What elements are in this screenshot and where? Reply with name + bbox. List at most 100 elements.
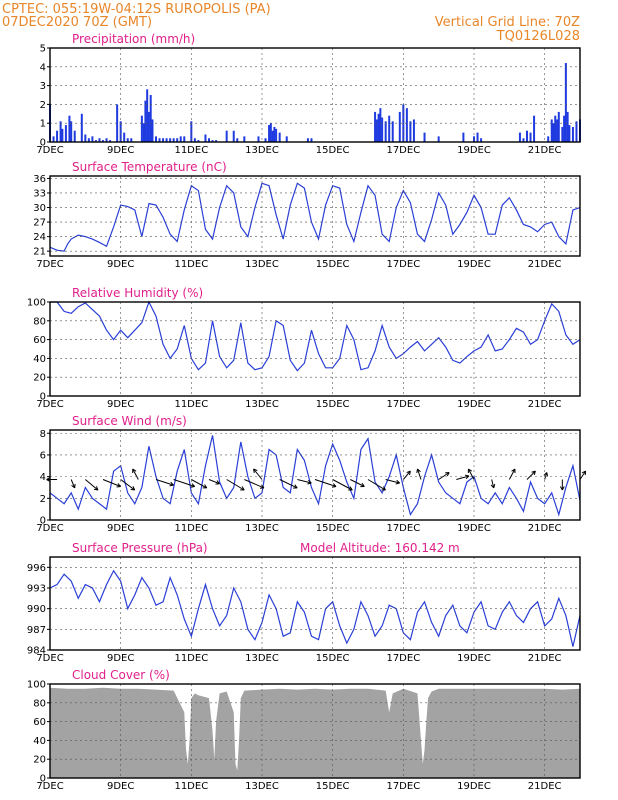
precip-bar (423, 132, 426, 142)
x-tick-label: 9DEC (107, 399, 134, 410)
x-tick-label: 17DEC (386, 259, 420, 270)
wind-arrow-shaft (417, 468, 422, 480)
y-tick-label: 2 (40, 494, 46, 505)
precip-bar (563, 115, 566, 142)
wind-arrow-head (417, 468, 421, 473)
precip-bar (564, 63, 567, 142)
precip-bar (204, 134, 207, 142)
precip-bar (98, 138, 101, 142)
wind-arrow-shaft (350, 479, 365, 487)
x-tick-label: 21DEC (528, 781, 562, 792)
wind-arrow-head (416, 468, 418, 474)
x-tick-label: 13DEC (245, 523, 279, 534)
wind-arrow (490, 479, 496, 489)
wind-arrow-head (546, 472, 549, 477)
wind-arrow-head (406, 470, 411, 474)
wind-arrow-shaft (102, 479, 121, 487)
wind-arrow (46, 477, 58, 482)
wind-arrow-shaft (385, 479, 400, 484)
x-tick-label: 11DEC (174, 399, 208, 410)
wind-arrow-head (396, 479, 401, 484)
precip-bar (566, 111, 569, 142)
precip-bar (518, 132, 521, 142)
x-tick-label: 9DEC (107, 145, 134, 156)
wind-arrow (508, 468, 516, 480)
y-tick-label: 0 (40, 516, 46, 527)
y-tick-label: 24 (33, 232, 46, 243)
precip-bar (197, 140, 200, 142)
x-tick-label: 13DEC (245, 145, 279, 156)
precip-bar (269, 123, 272, 142)
precip-bar (264, 138, 267, 142)
precip-bar (64, 125, 67, 142)
wind-arrow (253, 468, 263, 480)
y-tick-label: 4 (40, 472, 46, 483)
x-tick-label: 7DEC (36, 523, 63, 534)
x-tick-label: 7DEC (36, 259, 63, 270)
precip-bar (412, 119, 415, 142)
precip-bar (193, 138, 196, 142)
panel-frame (49, 556, 581, 651)
panel-title-cloud-cover: Cloud Cover (%) (72, 668, 170, 682)
y-tick-label: 996 (27, 563, 46, 574)
wind-arrow-head (581, 470, 586, 474)
x-tick-label: 7DEC (36, 653, 63, 664)
panel-temperature: Surface Temperature (nC) 21 24 27 30 33 36 7DEC… (33, 160, 581, 270)
wind-arrow-head (169, 484, 174, 487)
precip-bar (409, 121, 412, 142)
panel-humidity: Relative Humidity (%) 0 20 40 60 80 100 7DEC 9DE… (27, 286, 581, 410)
x-tick-label: 19DEC (457, 259, 491, 270)
panels-group: Precipitation (mm/h) 0 1 2 3 4 5 7DEC 9DEC 11DEC 1… (27, 32, 587, 792)
x-tick-label: 13DEC (245, 399, 279, 410)
wind-arrow-head (71, 485, 76, 489)
header-grid-line: Vertical Grid Line: 70Z (435, 15, 580, 30)
wind-arrow (191, 479, 208, 489)
wind-arrow-head (409, 471, 411, 476)
precip-bar (391, 121, 394, 142)
x-tick-label: 15DEC (316, 259, 350, 270)
precip-bar (61, 128, 64, 142)
x-tick-label: 15DEC (316, 523, 350, 534)
precip-bar (68, 115, 71, 142)
precip-bar (561, 126, 564, 142)
precip-bar (147, 111, 150, 142)
wind-arrow (155, 479, 174, 487)
x-tick-label: 15DEC (316, 653, 350, 664)
x-tick-label: 21DEC (528, 145, 562, 156)
wind-arrow-head (130, 488, 135, 491)
precip-bar (149, 95, 152, 142)
precip-bar (374, 111, 377, 142)
precip-bar (123, 132, 126, 142)
y-tick-label: 987 (27, 625, 46, 636)
precip-bar (179, 136, 182, 142)
y-tick-label: 100 (27, 680, 46, 691)
x-tick-label: 21DEC (528, 653, 562, 664)
y-tick-label: 0 (40, 138, 46, 149)
precip-bar (105, 138, 108, 142)
x-tick-label: 7DEC (36, 145, 63, 156)
y-tick-label: 990 (27, 604, 46, 615)
wind-arrow-head (395, 482, 400, 485)
precip-bar (208, 138, 210, 142)
y-tick-label: 80 (33, 316, 46, 327)
wind-arrow-head (332, 483, 337, 487)
y-tick-label: 2 (40, 100, 46, 111)
precip-bar (172, 138, 175, 142)
wind-arrow (132, 468, 139, 480)
x-tick-label: 19DEC (457, 145, 491, 156)
wind-arrow-shaft (332, 479, 353, 491)
x-tick-label: 13DEC (245, 781, 279, 792)
x-tick-label: 15DEC (316, 145, 350, 156)
wind-arrow-head (531, 470, 536, 473)
precip-bar (550, 119, 553, 142)
wind-arrow-shaft (491, 479, 495, 489)
x-tick-label: 21DEC (528, 399, 562, 410)
precip-bar (59, 121, 62, 142)
wind-arrow (70, 479, 76, 489)
x-tick-label: 7DEC (36, 781, 63, 792)
precip-bar (56, 130, 59, 142)
panel-cloud-cover: Cloud Cover (%) 0 20 40 60 80 100 7DEC 9DEC 11DEC… (27, 668, 581, 792)
precip-bar (91, 136, 94, 142)
precip-bar (575, 121, 578, 142)
panel-title-humidity: Relative Humidity (%) (72, 286, 203, 300)
